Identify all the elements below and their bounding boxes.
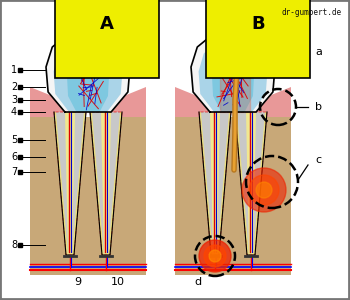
Text: b: b — [315, 102, 322, 112]
Polygon shape — [101, 112, 111, 255]
Polygon shape — [246, 112, 256, 255]
Text: 10: 10 — [111, 277, 125, 287]
Polygon shape — [232, 31, 262, 55]
Polygon shape — [226, 28, 268, 56]
Polygon shape — [191, 30, 275, 112]
Polygon shape — [54, 38, 122, 112]
Polygon shape — [235, 112, 267, 255]
Text: 6: 6 — [11, 152, 17, 162]
Text: dr-gumpert.de: dr-gumpert.de — [282, 8, 342, 17]
Text: 9: 9 — [75, 277, 82, 287]
Polygon shape — [65, 112, 75, 255]
Circle shape — [199, 240, 231, 272]
Polygon shape — [201, 112, 229, 255]
Polygon shape — [63, 35, 110, 58]
Text: 4: 4 — [11, 107, 17, 117]
Text: B: B — [251, 15, 265, 33]
Polygon shape — [56, 112, 84, 255]
Circle shape — [242, 168, 286, 212]
Polygon shape — [237, 112, 265, 255]
Text: d: d — [195, 277, 202, 287]
Polygon shape — [30, 87, 67, 117]
Text: 7: 7 — [11, 167, 17, 177]
Text: a: a — [315, 47, 322, 57]
Polygon shape — [92, 112, 120, 255]
Polygon shape — [30, 117, 146, 275]
Polygon shape — [175, 117, 291, 275]
Polygon shape — [212, 46, 254, 112]
Circle shape — [209, 250, 221, 262]
Polygon shape — [210, 112, 220, 255]
Polygon shape — [198, 38, 267, 112]
Polygon shape — [175, 87, 212, 117]
Circle shape — [204, 245, 226, 267]
Text: 1: 1 — [11, 65, 17, 75]
Polygon shape — [90, 112, 122, 255]
Polygon shape — [46, 30, 130, 112]
Text: A: A — [100, 15, 114, 33]
Text: 3: 3 — [11, 95, 17, 105]
Circle shape — [249, 175, 279, 205]
Polygon shape — [54, 112, 86, 255]
Polygon shape — [109, 87, 146, 117]
Polygon shape — [67, 46, 109, 112]
Circle shape — [256, 182, 272, 198]
Polygon shape — [199, 112, 231, 255]
Text: 8: 8 — [11, 240, 17, 250]
Polygon shape — [208, 35, 255, 58]
Text: 5: 5 — [11, 135, 17, 145]
Polygon shape — [254, 87, 291, 117]
Text: 2: 2 — [11, 82, 17, 92]
Text: c: c — [315, 155, 321, 165]
